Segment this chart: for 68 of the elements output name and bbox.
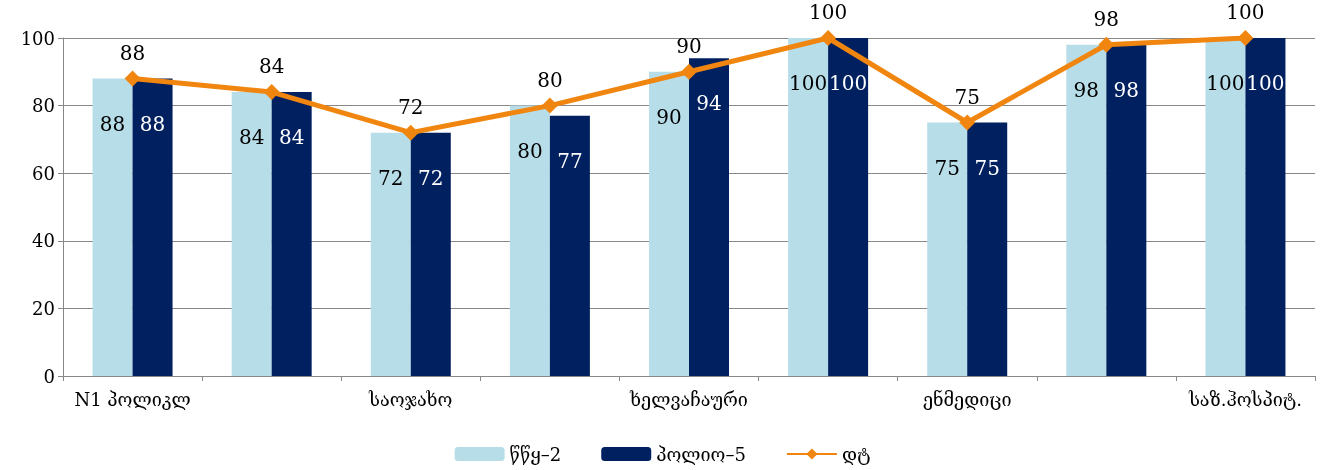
data-label: 80 xyxy=(537,67,563,92)
y-tick-label: 0 xyxy=(43,365,55,387)
x-tick-label: N1 პოლიკლ xyxy=(74,388,191,410)
bar xyxy=(509,105,550,376)
data-label: 75 xyxy=(934,155,960,180)
data-label: 100 xyxy=(809,0,848,24)
y-tick-label: 40 xyxy=(32,230,55,252)
bar xyxy=(1245,38,1286,376)
point xyxy=(124,70,141,87)
y-tick-label: 80 xyxy=(32,95,55,117)
data-label: 75 xyxy=(954,84,980,109)
bar xyxy=(967,122,1008,376)
bar xyxy=(689,58,729,376)
data-label: 98 xyxy=(1073,77,1100,102)
x-tick-label: საოჯახო xyxy=(368,388,453,410)
data-label: 98 xyxy=(1093,6,1120,31)
data-label: 90 xyxy=(676,33,702,58)
bar xyxy=(271,92,312,376)
data-label: 88 xyxy=(139,111,166,136)
legend-label: პოლიო–5 xyxy=(656,443,746,465)
data-label: 72 xyxy=(378,165,404,190)
bar xyxy=(927,122,968,376)
bar xyxy=(370,132,411,376)
point xyxy=(681,63,697,80)
legend-label: დტ xyxy=(841,443,871,465)
legend-label: წწყ–2 xyxy=(509,443,562,465)
data-label: 84 xyxy=(238,125,265,150)
data-label: 100 xyxy=(789,71,828,95)
y-tick-label: 60 xyxy=(32,162,55,184)
bar xyxy=(1106,44,1147,376)
bar xyxy=(410,132,451,376)
data-label: 94 xyxy=(696,91,722,116)
bar xyxy=(549,115,590,376)
data-label: 80 xyxy=(517,138,543,163)
x-tick-label: საზ.ჰოსპიტ. xyxy=(1187,388,1302,410)
bar xyxy=(1205,38,1246,376)
point xyxy=(1098,36,1115,53)
data-label: 90 xyxy=(656,104,682,129)
y-tick-label: 100 xyxy=(20,27,55,49)
data-label: 77 xyxy=(557,148,583,173)
data-label: 100 xyxy=(829,71,868,95)
x-tick-label: ხელვაჩაური xyxy=(629,388,748,410)
data-label: 75 xyxy=(974,155,1000,180)
data-label: 72 xyxy=(418,165,444,190)
point xyxy=(959,114,976,131)
bar xyxy=(132,78,173,376)
point xyxy=(1237,30,1254,46)
bar xyxy=(92,78,133,376)
bar xyxy=(1066,44,1107,376)
point xyxy=(263,84,280,101)
data-label: 98 xyxy=(1113,77,1140,102)
data-label: 88 xyxy=(119,40,146,65)
data-label: 100 xyxy=(1226,0,1265,24)
bar xyxy=(649,71,689,376)
data-label: 84 xyxy=(278,125,305,150)
data-label: 100 xyxy=(1206,71,1245,95)
data-label: 100 xyxy=(1246,71,1285,95)
y-tick-label: 20 xyxy=(32,297,55,319)
point xyxy=(541,97,558,114)
point xyxy=(402,124,419,141)
x-tick-label: ენმედიცი xyxy=(922,388,1012,410)
bar xyxy=(231,92,272,376)
data-label: 84 xyxy=(258,54,285,79)
data-label: 88 xyxy=(99,111,126,136)
data-label: 72 xyxy=(398,94,424,119)
bar xyxy=(828,38,869,376)
bar xyxy=(788,38,829,376)
point xyxy=(820,30,837,46)
